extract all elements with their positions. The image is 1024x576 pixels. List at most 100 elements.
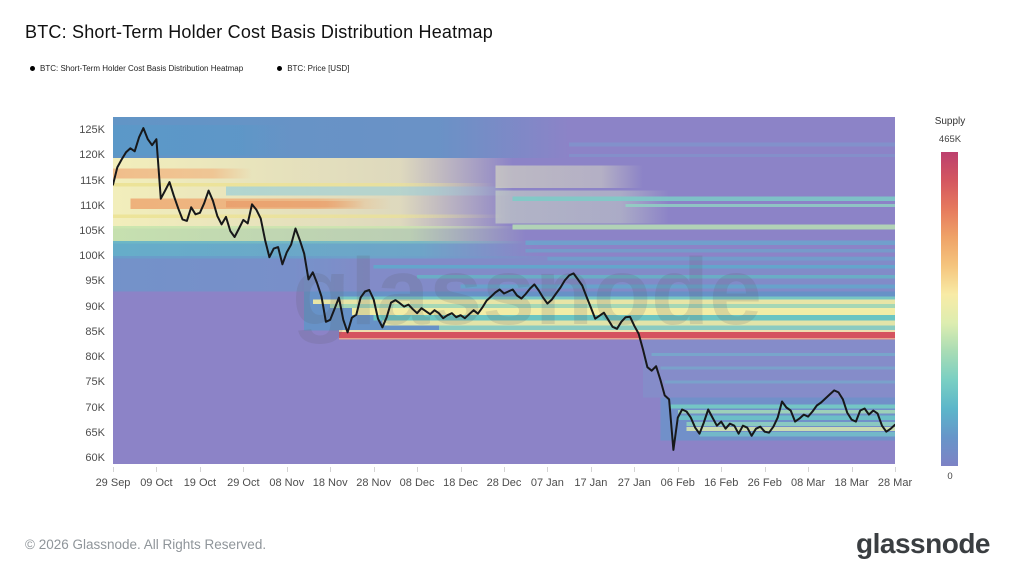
x-axis-tick: [504, 467, 505, 472]
y-axis-label: 100K: [79, 250, 105, 263]
heatmap-band: [569, 142, 895, 147]
heatmap-band: [686, 427, 895, 432]
x-axis-tick: [895, 467, 896, 472]
legend-label-heatmap: BTC: Short-Term Holder Cost Basis Distri…: [40, 64, 244, 73]
x-axis-tick: [851, 467, 853, 472]
x-axis-label: 18 Nov: [312, 477, 348, 489]
x-axis-tick: [113, 467, 114, 472]
heatmap-band: [651, 353, 895, 357]
x-axis-label: 08 Nov: [269, 477, 305, 489]
y-axis: 125K 120K 115K 110K 105K 100K 95K 90K 85K 80K 75K 7…: [55, 117, 105, 464]
x-axis-tick: [417, 467, 419, 472]
x-axis-label: 18 Dec: [443, 477, 479, 489]
heatmap-plot-area[interactable]: glassnode: [113, 117, 895, 464]
heatmap-band: [525, 249, 895, 253]
heatmap-band: [113, 225, 526, 244]
x-axis-label: 08 Dec: [399, 477, 435, 489]
x-axis-tick: [330, 467, 332, 472]
x-axis-label: 28 Nov: [356, 477, 392, 489]
y-axis-label: 110K: [80, 199, 105, 212]
heatmap-band: [417, 274, 895, 279]
glassnode-logo: glassnode: [856, 528, 990, 559]
legend-item-price[interactable]: BTC: Price [USD]: [277, 64, 349, 73]
heatmap-band: [677, 415, 895, 421]
legend-dot-icon: [30, 66, 35, 71]
y-axis-label: 65K: [85, 426, 105, 439]
y-axis-label: 85K: [85, 325, 105, 338]
x-axis-tick: [286, 467, 288, 472]
x-axis-tick: [808, 467, 810, 472]
heatmap-band: [460, 284, 895, 289]
legend-label-price: BTC: Price [USD]: [287, 64, 350, 73]
heatmap-band: [512, 224, 895, 230]
heatmap-band: [225, 186, 513, 196]
heatmap-band: [225, 201, 365, 208]
legend-item-heatmap[interactable]: BTC: Short-Term Holder Cost Basis Distri…: [30, 64, 243, 73]
x-axis-tick: [547, 467, 549, 472]
x-axis-label: 26 Feb: [747, 477, 782, 489]
heatmap-band: [438, 325, 895, 331]
y-axis-label: 80K: [85, 351, 105, 364]
heatmap-band: [312, 299, 895, 305]
heatmap-band: [113, 256, 365, 292]
heatmap-band: [699, 432, 895, 437]
heatmap-band: [113, 183, 496, 187]
y-axis-label: 115K: [80, 174, 105, 187]
colorbar-max-label: 465K: [938, 134, 962, 145]
heatmap-band: [569, 153, 895, 157]
heatmap-band: [495, 165, 644, 189]
y-axis-label: 105K: [79, 225, 105, 237]
heatmap-band: [664, 380, 895, 384]
copyright-text: © 2026 Glassnode. All Rights Reserved.: [25, 537, 267, 552]
x-axis-tick: [156, 467, 158, 472]
heatmap-band: [382, 320, 895, 326]
x-axis-tick: [199, 467, 201, 472]
y-axis-label: 75K: [85, 376, 105, 389]
chart-legend: BTC: Short-Term Holder Cost Basis Distri…: [30, 64, 349, 73]
y-axis-label: 120K: [79, 149, 105, 162]
heatmap-band: [625, 203, 895, 207]
heatmap-band: [677, 410, 895, 414]
heatmap-band: [512, 196, 895, 202]
legend-dot-icon: [277, 66, 283, 71]
page-title: BTC: Short-Term Holder Cost Basis Distri…: [25, 22, 493, 42]
heatmap-band: [338, 330, 895, 332]
heatmap-band: [338, 296, 895, 300]
colorbar-min-label: 0: [947, 471, 953, 482]
x-axis-label: 28 Mar: [877, 477, 913, 489]
x-axis-tick: [634, 467, 636, 472]
x-axis-label: 29 Oct: [227, 477, 260, 489]
x-axis-label: 08 Mar: [790, 477, 826, 489]
x-axis-tick: [677, 467, 679, 472]
heatmap-canvas: glassnode: [113, 117, 895, 464]
x-axis-label: 16 Feb: [704, 477, 739, 489]
heatmap-band: [547, 257, 895, 261]
x-axis-tick: [764, 467, 766, 472]
colorbar-title: Supply: [934, 116, 966, 127]
heatmap-band: [686, 422, 895, 427]
x-axis-label: 27 Jan: [617, 477, 651, 489]
heatmap-band: [338, 331, 895, 338]
x-axis-label: 06 Feb: [660, 477, 695, 489]
y-axis-label: 125K: [79, 124, 105, 137]
heatmap-band: [351, 308, 895, 316]
x-axis-label: 19 Oct: [183, 477, 217, 489]
x-axis-label: 28 Dec: [486, 477, 522, 489]
x-axis-tick: [590, 467, 592, 472]
x-axis-tick: [243, 467, 245, 472]
x-axis-label: 07 Jan: [530, 477, 564, 489]
x-axis-label: 18 Mar: [834, 477, 869, 489]
x-axis-tick: [373, 467, 375, 472]
heatmap-band: [669, 404, 895, 409]
heatmap-band: [113, 168, 253, 179]
y-axis-label: 60K: [85, 451, 105, 464]
heatmap-band: [660, 366, 895, 370]
x-axis-tick: [721, 467, 723, 472]
y-axis-label: 90K: [85, 300, 105, 313]
heatmap-band: [495, 190, 670, 224]
heatmap-band: [330, 304, 895, 309]
supply-colorbar: [941, 152, 958, 466]
x-axis: 29 Sep 09 Oct 19 Oct 29 Oct 08 Nov 18 Nov 28 N…: [0, 465, 1024, 495]
heatmap-band: [525, 240, 895, 246]
heatmap-band: [113, 214, 504, 218]
